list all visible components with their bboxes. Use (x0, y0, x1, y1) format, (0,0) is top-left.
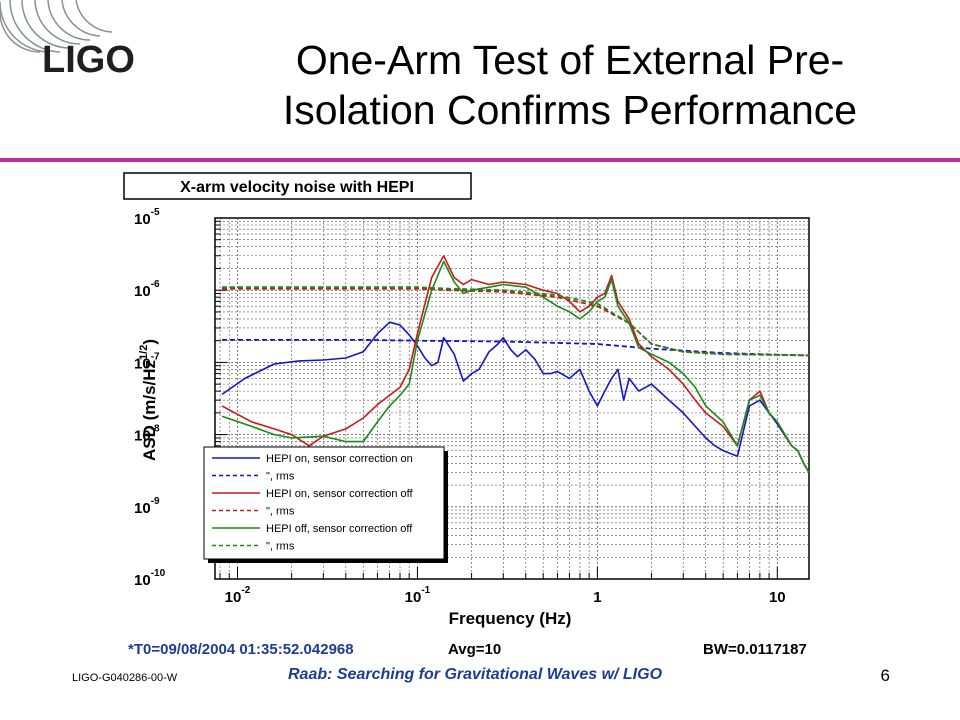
document-id: LIGO-G040286-00-W (72, 672, 178, 684)
y-tick-label: 10-8 (134, 424, 160, 445)
slide-title-line2: Isolation Confirms Performance (282, 87, 858, 133)
chart-grid (215, 218, 809, 579)
legend-label-4: HEPI off, sensor correction off (266, 523, 413, 535)
y-tick-base: 10 (134, 572, 151, 589)
y-tick-base: 10 (134, 428, 151, 445)
y-tick-base: 10 (134, 283, 151, 300)
y-axis-label-sup: 1/2 (138, 345, 150, 360)
bw-label: BW=0.0117187 (703, 641, 807, 658)
y-tick-exponent: -10 (151, 568, 166, 579)
t0-label: *T0=09/08/2004 01:35:52.042968 (128, 641, 354, 658)
x-tick-label: 1 (593, 589, 601, 606)
y-tick-label: 10-5 (134, 207, 160, 228)
logo-text: LIGO (42, 39, 135, 81)
title-divider (0, 158, 960, 162)
page-number: 6 (880, 666, 890, 685)
slide-title-line1: One-Arm Test of External Pre- (295, 37, 845, 83)
x-tick-label: 10-2 (225, 585, 251, 606)
x-tick-base: 10 (769, 589, 786, 606)
legend-label-2: HEPI on, sensor correction off (266, 488, 413, 500)
x-tick-base: 10 (225, 589, 242, 606)
y-tick-label: 10-9 (134, 496, 160, 517)
y-tick-base: 10 (134, 355, 151, 372)
y-tick-exponent: -7 (151, 351, 160, 362)
avg-label: Avg=10 (448, 641, 501, 658)
chart-legend: HEPI on, sensor correction on ", rms HEPI … (203, 446, 448, 563)
x-tick-exponent: -1 (421, 585, 430, 596)
legend-box (203, 446, 445, 560)
y-tick-label: 10-7 (134, 351, 160, 372)
y-axis-label-close: ) (140, 339, 159, 345)
y-axis-label: ASD (m/s/Hz1/2) (138, 339, 159, 461)
series-line-4 (221, 260, 810, 473)
y-tick-base: 10 (134, 500, 151, 517)
x-tick-base: 1 (593, 589, 601, 606)
x-tick-base: 10 (405, 589, 422, 606)
series-layer (221, 255, 810, 473)
y-tick-exponent: -6 (151, 279, 160, 290)
y-tick-exponent: -9 (151, 496, 160, 507)
y-tick-base: 10 (134, 211, 151, 228)
ligo-logo: LIGO (0, 0, 135, 81)
y-tick-label: 10-10 (134, 568, 166, 589)
slide-title: One-Arm Test of External Pre- Isolation … (190, 35, 950, 135)
x-tick-exponent: -2 (241, 585, 250, 596)
legend-label-1: ", rms (266, 471, 295, 483)
logo-arcs-icon (0, 0, 113, 53)
y-tick-exponent: -8 (151, 424, 160, 435)
velocity-noise-chart: X-arm velocity noise with HEPI 10-510-61… (123, 172, 810, 658)
y-axis-label-main: ASD (m/s/Hz (140, 360, 159, 461)
x-axis-label: Frequency (Hz) (449, 609, 572, 628)
y-tick-label: 10-6 (134, 279, 160, 300)
legend-label-5: ", rms (266, 541, 295, 553)
legend-label-3: ", rms (266, 506, 295, 518)
series-line-0 (221, 321, 810, 473)
x-tick-label: 10 (769, 589, 786, 606)
chart-title-box (123, 172, 472, 200)
footer-title: Raab: Searching for Gravitational Waves … (287, 666, 663, 683)
x-tick-label: 10-1 (405, 585, 431, 606)
y-tick-exponent: -5 (151, 207, 160, 218)
chart-title: X-arm velocity noise with HEPI (180, 179, 414, 196)
legend-label-0: HEPI on, sensor correction on (266, 453, 413, 465)
series-line-5 (222, 286, 810, 357)
